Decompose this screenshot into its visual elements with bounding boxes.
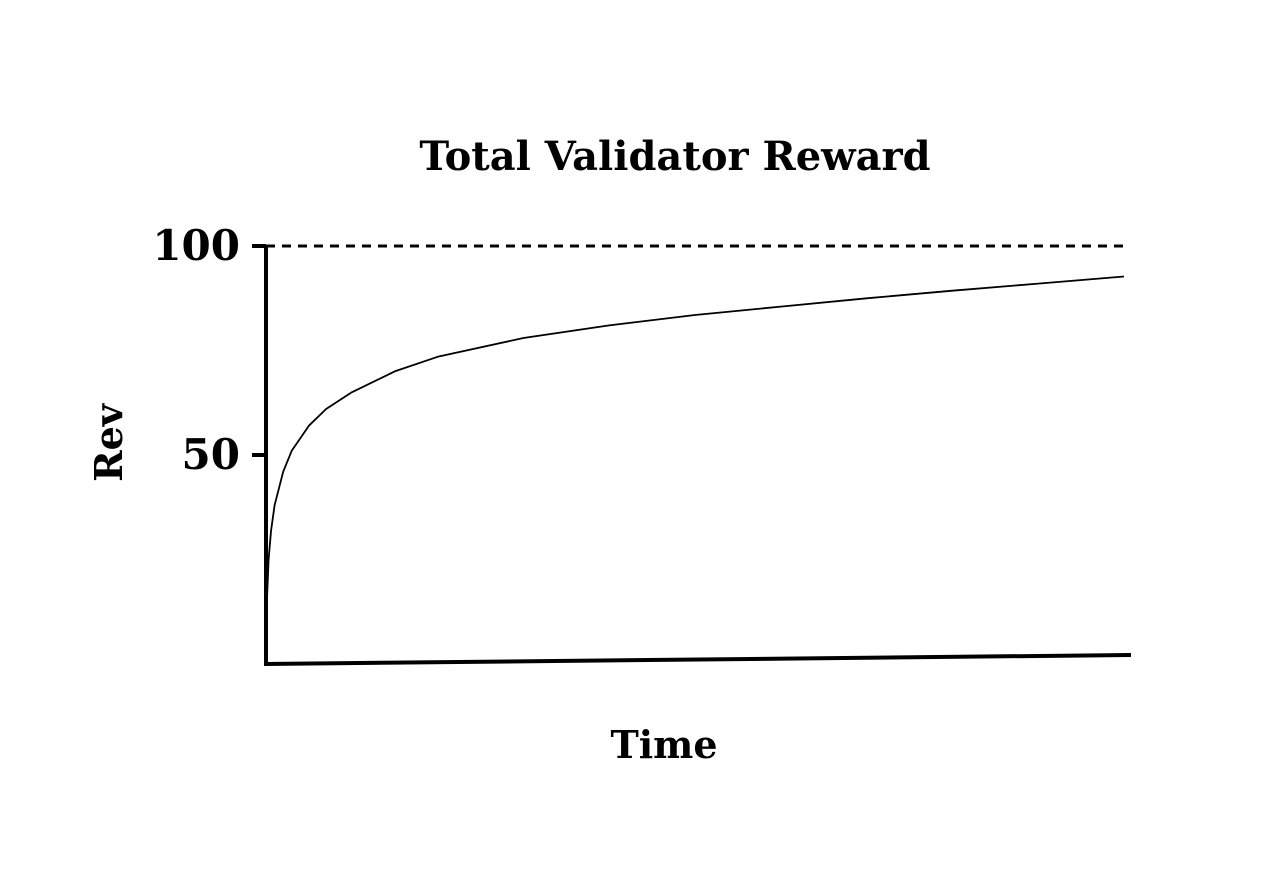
x-axis-line: [263, 653, 1132, 666]
x-axis-label: Time: [610, 722, 717, 767]
y-tick-label-50: 50: [182, 430, 240, 479]
y-axis-label: Rev: [86, 402, 131, 482]
plot-area: 50 100: [152, 221, 1132, 666]
series-line-0: [265, 275, 1125, 665]
y-tick-label-100: 100: [152, 221, 240, 270]
chart-title: Total Validator Reward: [419, 133, 930, 180]
